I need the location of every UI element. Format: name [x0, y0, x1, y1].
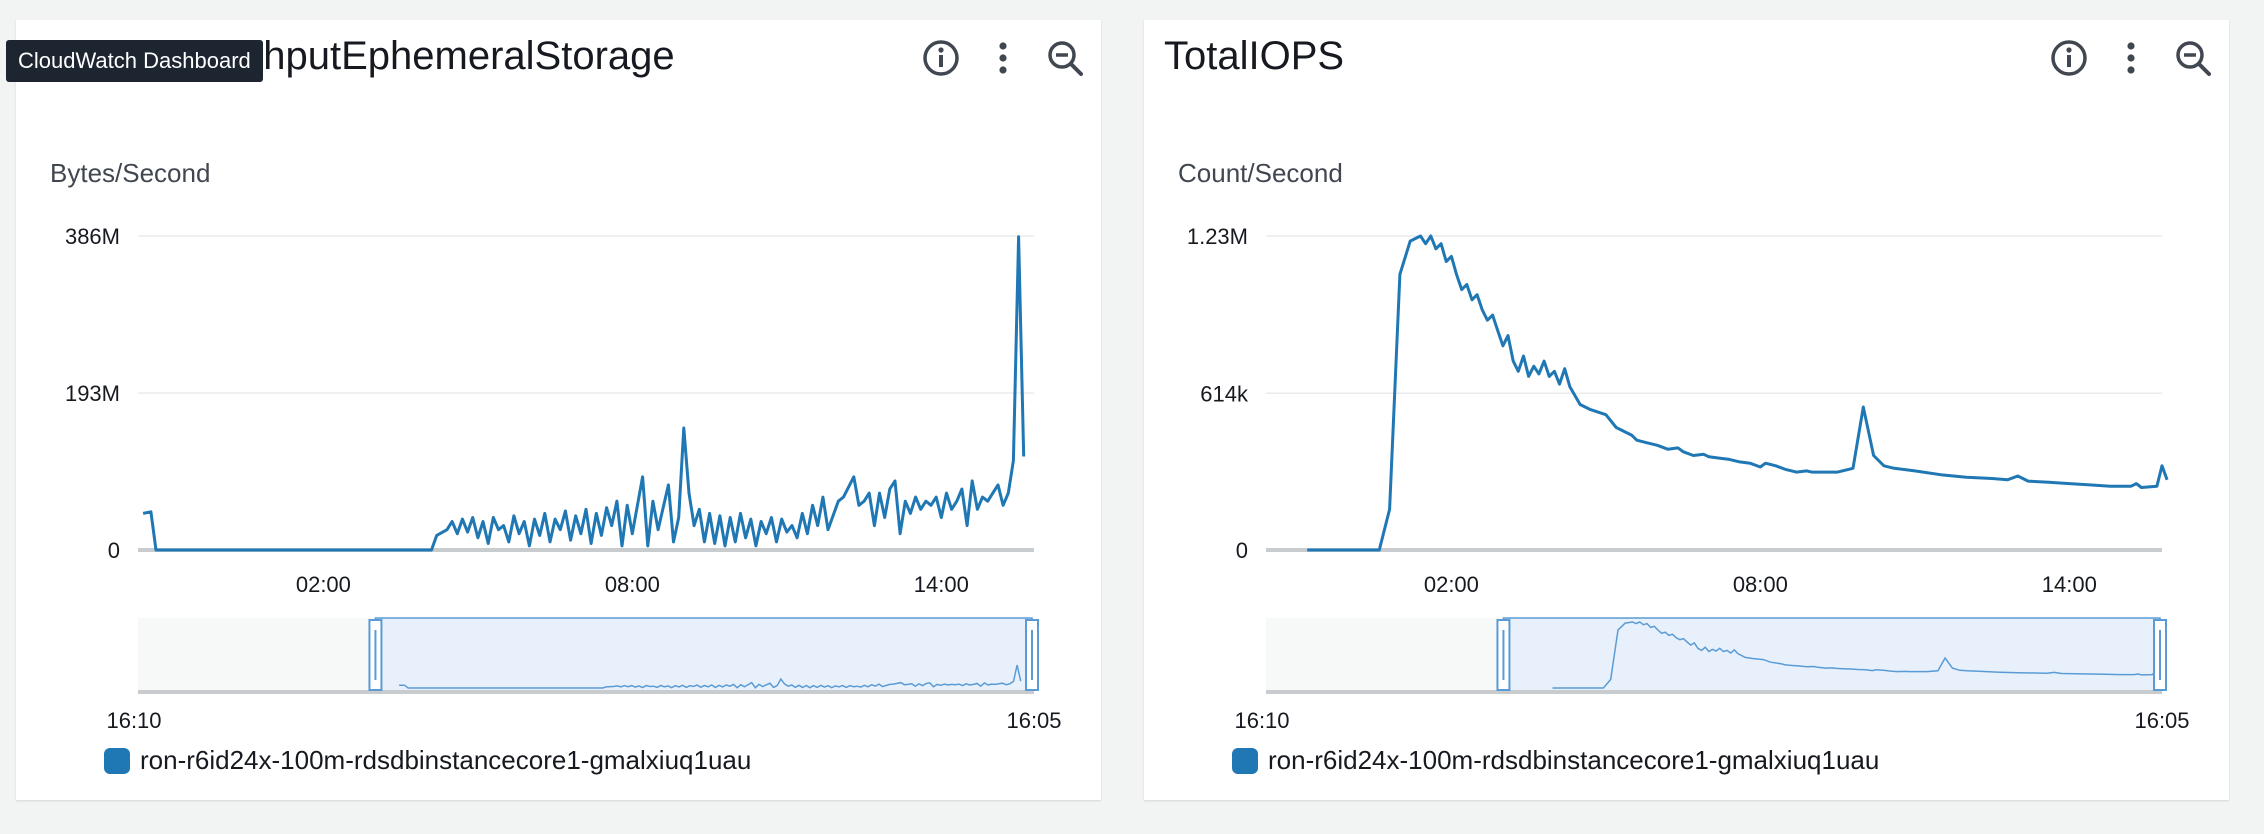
x-tick-label: 02:00 [1424, 572, 1479, 597]
overview-start-label: 16:10 [1234, 708, 1289, 733]
legend[interactable]: ron-r6id24x-100m-rdsdbinstancecore1-gmal… [1232, 745, 1879, 776]
y-tick-label: 0 [1236, 538, 1248, 563]
y-tick-label: 386M [65, 224, 120, 249]
widget-throughput-ephemeral-storage: ghputEphemeralStorage Bytes/Second 0 193M 3… [16, 20, 1101, 800]
zoom-out-icon[interactable] [2173, 38, 2213, 78]
overview-end-label: 16:05 [2134, 708, 2189, 733]
more-options-icon[interactable] [2111, 38, 2151, 78]
overview-series-line [399, 664, 1022, 689]
brush-handle-left[interactable] [1496, 619, 1511, 691]
y-tick-label: 1.23M [1187, 224, 1248, 249]
brush-selection [1502, 617, 2161, 693]
y-tick-label: 193M [65, 381, 120, 406]
info-icon[interactable] [2049, 38, 2089, 78]
y-axis-unit-label: Count/Second [1178, 158, 1343, 188]
series-line [142, 235, 1026, 552]
widget-title: TotalIOPS [1164, 34, 1345, 78]
x-tick-label: 08:00 [605, 572, 660, 597]
overview-start-label: 16:10 [106, 708, 161, 733]
widget-toolbar [2049, 38, 2213, 78]
x-tick-label: 02:00 [296, 572, 351, 597]
widget-title: ghputEphemeralStorage [241, 34, 675, 78]
more-options-icon[interactable] [983, 38, 1023, 78]
brush-selection [374, 617, 1033, 693]
line-chart: Bytes/Second 0 193M 386M 02:00 08:00 14:00 16:1… [50, 158, 1062, 733]
y-tick-label: 614k [1200, 381, 1249, 406]
x-tick-label: 08:00 [1733, 572, 1788, 597]
legend-swatch [1232, 747, 1258, 774]
series-line [1307, 234, 2169, 552]
widget-total-iops: TotalIOPS Count/Second 0 614k 1.23M 02:00 08:… [1144, 20, 2229, 800]
legend-label: ron-r6id24x-100m-rdsdbinstancecore1-gmal… [140, 745, 752, 775]
tooltip: CloudWatch Dashboard [6, 40, 263, 82]
zoom-out-icon[interactable] [1045, 38, 1085, 78]
brush-handle-left[interactable] [368, 619, 383, 691]
legend[interactable]: ron-r6id24x-100m-rdsdbinstancecore1-gmal… [104, 745, 751, 776]
legend-label: ron-r6id24x-100m-rdsdbinstancecore1-gmal… [1268, 745, 1880, 775]
info-icon[interactable] [921, 38, 961, 78]
y-axis-unit-label: Bytes/Second [50, 158, 210, 188]
x-tick-label: 14:00 [2042, 572, 2097, 597]
line-chart: Count/Second 0 614k 1.23M 02:00 08:00 14:00 16:… [1178, 158, 2190, 733]
y-tick-label: 0 [108, 538, 120, 563]
overview-series-line [1552, 621, 2161, 689]
widget-toolbar [921, 38, 1085, 78]
brush-handle-right[interactable] [2153, 619, 2167, 691]
x-tick-label: 14:00 [914, 572, 969, 597]
brush-handle-right[interactable] [1025, 619, 1039, 691]
legend-swatch [104, 747, 130, 774]
overview-end-label: 16:05 [1006, 708, 1061, 733]
